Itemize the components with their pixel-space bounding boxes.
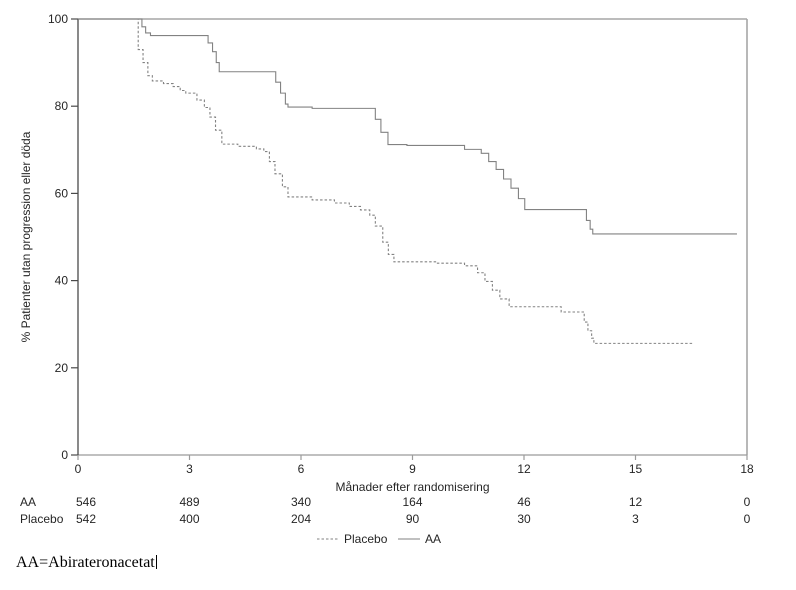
x-tick-label: 18: [740, 462, 754, 476]
at-risk-value: 340: [291, 495, 311, 509]
y-tick-label: 60: [55, 186, 69, 200]
x-tick-label: 12: [517, 462, 531, 476]
legend-placebo-label: Placebo: [344, 532, 388, 546]
placebo-curve: [78, 18, 694, 344]
x-tick-label: 0: [75, 462, 82, 476]
at-risk-value: 204: [291, 512, 311, 526]
at-risk-value: 546: [76, 495, 96, 509]
y-tick-label: 20: [55, 361, 69, 375]
legend-aa-label: AA: [425, 532, 441, 546]
y-tick-label: 80: [55, 99, 69, 113]
text-cursor-icon: [155, 555, 158, 569]
at-risk-row-label: Placebo: [20, 512, 64, 526]
footnote-line[interactable]: AA=Abirateronacetat: [16, 554, 158, 572]
x-tick-label: 15: [629, 462, 643, 476]
at-risk-value: 30: [517, 512, 531, 526]
y-tick-label: 100: [48, 12, 68, 26]
x-tick-label: 3: [186, 462, 193, 476]
at-risk-value: 12: [629, 495, 643, 509]
at-risk-value: 542: [76, 512, 96, 526]
at-risk-value: 400: [179, 512, 199, 526]
at-risk-value: 3: [632, 512, 639, 526]
y-tick-label: 0: [61, 448, 68, 462]
y-tick-label: 40: [55, 274, 69, 288]
x-tick-label: 6: [298, 462, 305, 476]
at-risk-value: 90: [406, 512, 420, 526]
at-risk-row-label: AA: [20, 495, 36, 509]
aa-curve: [78, 18, 737, 235]
y-axis-title: % Patienter utan progression eller döda: [19, 131, 33, 342]
at-risk-value: 0: [744, 512, 751, 526]
at-risk-value: 46: [517, 495, 531, 509]
footnote-text: AA=Abirateronacetat: [16, 554, 155, 571]
at-risk-value: 0: [744, 495, 751, 509]
x-tick-label: 9: [409, 462, 416, 476]
at-risk-value: 164: [402, 495, 422, 509]
at-risk-value: 489: [179, 495, 199, 509]
x-axis-title: Månader efter randomisering: [335, 480, 489, 494]
